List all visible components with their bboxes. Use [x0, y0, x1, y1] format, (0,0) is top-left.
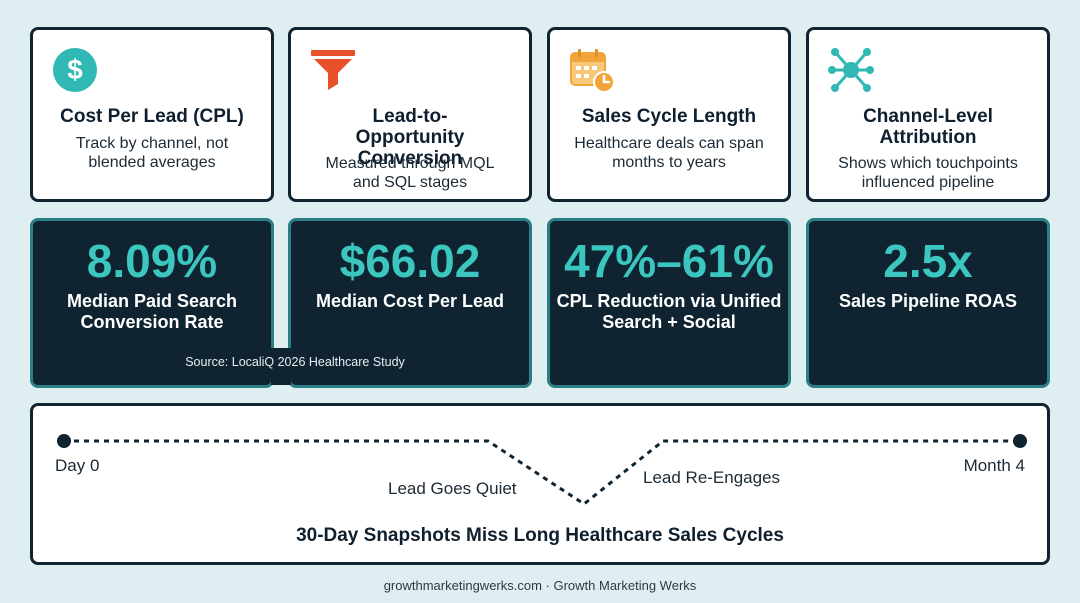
- stat-cost-per-lead: $66.02 Median Cost Per Lead: [288, 218, 532, 388]
- stat-value: 8.09%: [86, 235, 218, 287]
- card-cost-per-lead: $ Cost Per Lead (CPL) Track by channel, …: [30, 27, 274, 202]
- stat-label: Median Cost Per Lead: [315, 291, 505, 311]
- stat-pipeline-roas: 2.5x Sales Pipeline ROAS: [806, 218, 1050, 388]
- card-title: Sales Cycle Length: [581, 106, 757, 127]
- stat-panel-bridge: [271, 348, 291, 385]
- card-title: Cost Per Lead (CPL): [60, 106, 244, 127]
- stat-cpl-reduction: 47%–61% CPL Reduction via Unified Search…: [547, 218, 791, 388]
- footer-credit: growthmarketingwerks.com · Growth Market…: [383, 578, 697, 593]
- dollar-circle-icon: $: [53, 48, 97, 92]
- funnel-icon: [311, 50, 355, 90]
- timeline-end-label: Month 4: [963, 456, 1025, 475]
- card-lead-to-opportunity: Lead-to-Opportunity Conversion Measured …: [288, 27, 532, 202]
- stat-value: 2.5x: [883, 235, 973, 287]
- svg-text:$: $: [67, 54, 83, 85]
- network-nodes-icon: [828, 48, 874, 92]
- source-note: Source: LocaliQ 2026 Healthcare Study: [185, 355, 405, 369]
- timeline-end-dot: [1013, 434, 1027, 448]
- timeline-title: 30-Day Snapshots Miss Long Healthcare Sa…: [296, 525, 784, 546]
- card-description: Shows which touchpoints influenced pipel…: [838, 155, 1018, 191]
- timeline-path: [57, 434, 1027, 506]
- card-description: Measured through MQL and SQL stages: [325, 155, 495, 191]
- card-description: Healthcare deals can span months to year…: [574, 135, 764, 171]
- stat-conversion-rate: 8.09% Median Paid Search Conversion Rate: [30, 218, 274, 388]
- card-title: Channel-Level Attribution: [863, 106, 993, 148]
- card-channel-attribution: Channel-Level Attribution Shows which to…: [806, 27, 1050, 202]
- timeline-start-label: Day 0: [55, 456, 100, 475]
- card-description: Track by channel, not blended averages: [75, 135, 229, 171]
- timeline-quiet-label: Lead Goes Quiet: [388, 479, 517, 498]
- timeline-reengage-label: Lead Re-Engages: [643, 468, 781, 487]
- timeline-panel: Day 0 Month 4 Lead Goes Quiet Lead Re-En…: [30, 403, 1050, 565]
- stat-label: CPL Reduction via Unified Search + Socia…: [556, 291, 782, 332]
- stat-value: 47%–61%: [564, 235, 774, 287]
- timeline-start-dot: [57, 434, 71, 448]
- stat-label: Sales Pipeline ROAS: [838, 291, 1018, 311]
- stat-value: $66.02: [339, 235, 481, 287]
- card-title: Lead-to-Opportunity Conversion: [355, 106, 465, 169]
- stat-label: Median Paid Search Conversion Rate: [66, 291, 238, 332]
- calendar-clock-icon: [570, 49, 615, 93]
- card-sales-cycle-length: Sales Cycle Length Healthcare deals can …: [547, 27, 791, 202]
